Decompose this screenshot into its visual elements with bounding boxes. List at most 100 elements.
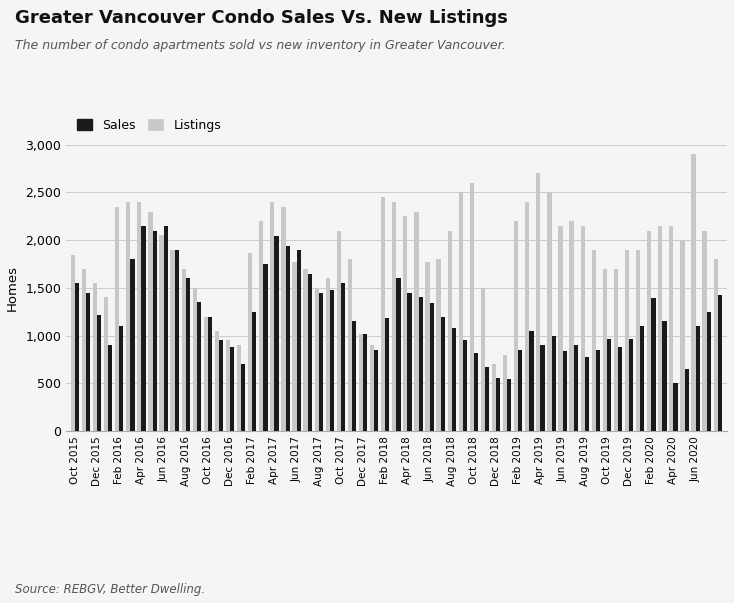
Bar: [308, 274, 312, 431]
Bar: [414, 212, 418, 431]
Bar: [614, 269, 618, 431]
Bar: [86, 292, 90, 431]
Text: Source: REBGV, Better Dwelling.: Source: REBGV, Better Dwelling.: [15, 582, 205, 596]
Bar: [563, 351, 567, 431]
Bar: [175, 250, 179, 431]
Bar: [691, 154, 696, 431]
Legend: Sales, Listings: Sales, Listings: [73, 114, 226, 137]
Bar: [592, 250, 596, 431]
Bar: [248, 253, 252, 431]
Bar: [142, 226, 145, 431]
Bar: [159, 235, 164, 431]
Bar: [713, 259, 718, 431]
Bar: [148, 212, 153, 431]
Bar: [525, 202, 529, 431]
Bar: [418, 297, 423, 431]
Bar: [396, 279, 401, 431]
Bar: [341, 283, 345, 431]
Bar: [241, 364, 245, 431]
Bar: [437, 259, 440, 431]
Bar: [529, 331, 534, 431]
Bar: [126, 202, 131, 431]
Bar: [315, 288, 319, 431]
Bar: [119, 326, 123, 431]
Text: The number of condo apartments sold vs new inventory in Greater Vancouver.: The number of condo apartments sold vs n…: [15, 39, 505, 52]
Bar: [548, 192, 551, 431]
Bar: [286, 246, 290, 431]
Bar: [607, 339, 611, 431]
Bar: [518, 350, 523, 431]
Bar: [674, 383, 677, 431]
Bar: [237, 345, 241, 431]
Bar: [230, 347, 234, 431]
Bar: [537, 173, 540, 431]
Bar: [640, 326, 644, 431]
Bar: [426, 262, 429, 431]
Bar: [215, 331, 219, 431]
Bar: [108, 345, 112, 431]
Bar: [459, 192, 463, 431]
Bar: [226, 341, 230, 431]
Bar: [702, 230, 707, 431]
Bar: [540, 345, 545, 431]
Bar: [374, 350, 379, 431]
Bar: [680, 240, 685, 431]
Bar: [392, 202, 396, 431]
Bar: [618, 347, 622, 431]
Bar: [219, 341, 223, 431]
Bar: [514, 221, 518, 431]
Bar: [330, 290, 334, 431]
Bar: [385, 318, 390, 431]
Bar: [115, 207, 119, 431]
Bar: [97, 315, 101, 431]
Bar: [348, 259, 352, 431]
Bar: [70, 254, 75, 431]
Bar: [186, 279, 190, 431]
Bar: [363, 333, 367, 431]
Bar: [481, 288, 485, 431]
Bar: [574, 345, 578, 431]
Bar: [352, 321, 356, 431]
Bar: [170, 250, 175, 431]
Bar: [104, 297, 108, 431]
Bar: [551, 336, 556, 431]
Bar: [297, 250, 301, 431]
Bar: [337, 230, 341, 431]
Bar: [275, 236, 279, 431]
Bar: [208, 317, 212, 431]
Bar: [259, 221, 264, 431]
Bar: [281, 207, 286, 431]
Bar: [492, 364, 496, 431]
Bar: [452, 328, 456, 431]
Bar: [507, 379, 512, 431]
Bar: [81, 269, 86, 431]
Bar: [75, 283, 79, 431]
Bar: [503, 355, 507, 431]
Bar: [270, 202, 275, 431]
Bar: [662, 321, 666, 431]
Bar: [326, 279, 330, 431]
Bar: [292, 262, 297, 431]
Bar: [164, 226, 168, 431]
Bar: [647, 230, 651, 431]
Bar: [658, 226, 662, 431]
Bar: [370, 345, 374, 431]
Bar: [718, 295, 722, 431]
Bar: [474, 353, 478, 431]
Bar: [204, 317, 208, 431]
Bar: [403, 216, 407, 431]
Bar: [570, 221, 574, 431]
Bar: [496, 377, 501, 431]
Bar: [381, 197, 385, 431]
Bar: [131, 259, 134, 431]
Bar: [707, 312, 711, 431]
Bar: [629, 339, 633, 431]
Bar: [636, 250, 640, 431]
Bar: [685, 369, 688, 431]
Bar: [197, 302, 201, 431]
Bar: [651, 298, 655, 431]
Y-axis label: Homes: Homes: [5, 265, 18, 311]
Bar: [303, 269, 308, 431]
Bar: [407, 292, 412, 431]
Bar: [192, 288, 197, 431]
